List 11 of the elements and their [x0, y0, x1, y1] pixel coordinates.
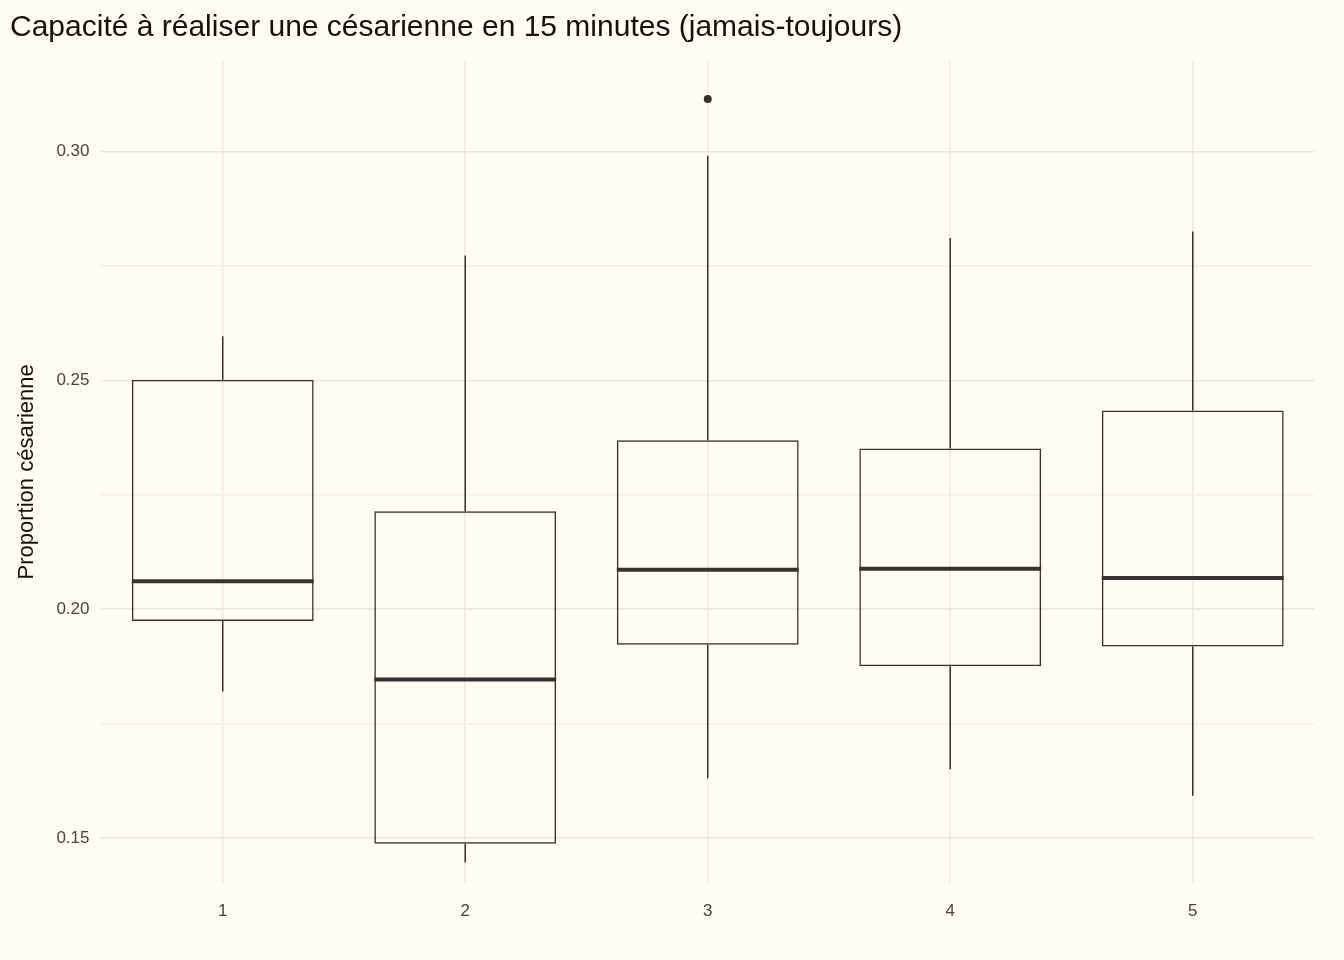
y-tick-label: 0.25: [56, 369, 90, 389]
y-tick-label: 0.15: [56, 827, 90, 847]
x-tick-label: 4: [945, 901, 955, 921]
chart-title: Capacité à réaliser une césarienne en 15 minutes (jamais-toujours): [10, 9, 903, 43]
x-tick-label: 3: [703, 901, 713, 921]
y-tick-label: 0.20: [56, 598, 90, 618]
y-axis-title: Proportion césarienne: [13, 364, 39, 580]
y-tick-label: 0.30: [56, 141, 90, 161]
x-tick-label: 2: [460, 901, 470, 921]
x-tick-label: 1: [218, 901, 228, 921]
x-tick-label: 5: [1188, 901, 1198, 921]
